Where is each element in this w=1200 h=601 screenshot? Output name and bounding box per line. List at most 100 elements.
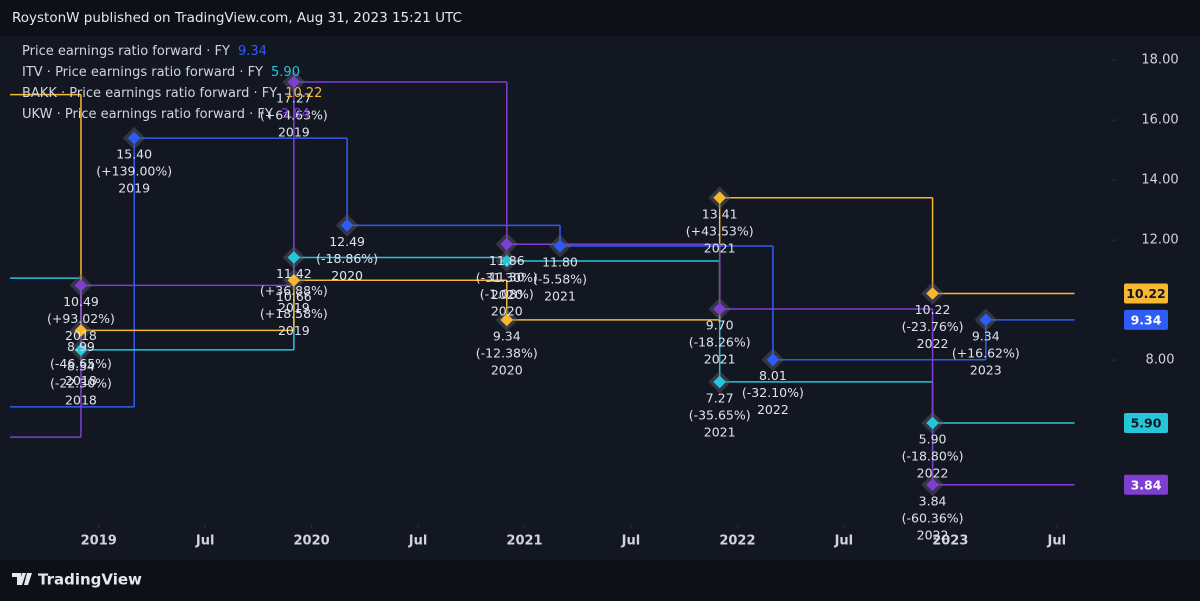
footer-bar bbox=[0, 560, 1200, 601]
point-change: (+18.58%) bbox=[260, 306, 328, 321]
x-tick-label: Jul bbox=[195, 534, 215, 549]
last-value-label: 10.22 bbox=[1126, 286, 1166, 301]
legend-entry: ITV · Price earnings ratio forward · FY 5… bbox=[22, 65, 300, 80]
y-tick-label: 18.00 bbox=[1141, 53, 1178, 68]
marker bbox=[287, 273, 301, 287]
point-fy: 2020 bbox=[491, 304, 523, 319]
marker bbox=[74, 278, 88, 292]
point-change: (-5.58%) bbox=[533, 272, 587, 287]
y-tick-label: 16.00 bbox=[1141, 113, 1178, 128]
point-change: (+43.53%) bbox=[686, 223, 754, 238]
point-change: (+64.63%) bbox=[260, 107, 328, 122]
point-change: (+139.00%) bbox=[96, 164, 172, 179]
legend-name: Price earnings ratio forward · FY bbox=[22, 44, 230, 59]
marker bbox=[500, 254, 514, 268]
point-fy: 2020 bbox=[491, 287, 523, 302]
last-value-label: 3.84 bbox=[1131, 477, 1162, 492]
point-change: (-46.65%) bbox=[50, 356, 112, 371]
point-fy: 2022 bbox=[757, 402, 789, 417]
point-value: 11.30 bbox=[489, 270, 525, 285]
point-change: (-32.10%) bbox=[742, 385, 804, 400]
x-tick-label: 2023 bbox=[932, 534, 968, 549]
point-fy: 2020 bbox=[491, 362, 523, 377]
marker bbox=[500, 313, 514, 327]
point-value: 11.42 bbox=[276, 266, 312, 281]
last-value-badge bbox=[1124, 309, 1168, 330]
plot bbox=[10, 70, 1075, 497]
marker bbox=[74, 323, 88, 337]
point-fy: 2019 bbox=[278, 124, 310, 139]
legend-value: 10.22 bbox=[285, 86, 322, 101]
legend-value: 3.84 bbox=[281, 107, 310, 122]
point-change: (-23.76%) bbox=[902, 319, 964, 334]
y-tick-label: 12.00 bbox=[1141, 233, 1178, 248]
point-value: 15.40 bbox=[116, 147, 152, 162]
point-change: (+36.88%) bbox=[260, 283, 328, 298]
point-value: 11.86 bbox=[489, 253, 525, 268]
header-bar bbox=[0, 0, 1200, 36]
last-value-badge bbox=[1124, 283, 1168, 304]
point-value: 10.22 bbox=[915, 302, 951, 317]
point-value: 12.49 bbox=[329, 234, 365, 249]
y-tick-label: 14.00 bbox=[1141, 173, 1178, 188]
point-change: (-18.80%) bbox=[902, 449, 964, 464]
point-value: 10.66 bbox=[276, 289, 312, 304]
point-fy: 2021 bbox=[704, 352, 736, 367]
point-fy: 2021 bbox=[704, 240, 736, 255]
point-fy: 2018 bbox=[65, 392, 97, 407]
marker bbox=[74, 343, 88, 357]
overlay: 2019 Jul 2020 Jul 2021 Jul 2022 Jul 2023 Jul 18.00… bbox=[22, 44, 1179, 549]
point-change: (-60.36%) bbox=[902, 510, 964, 525]
x-tick-label: Jul bbox=[1046, 534, 1066, 549]
point-fy: 2022 bbox=[917, 466, 949, 481]
point-change: (-18.26%) bbox=[689, 335, 751, 350]
x-tick-label: Jul bbox=[834, 534, 854, 549]
point-value: 17.27 bbox=[276, 90, 312, 105]
point-change: (+16.62%) bbox=[952, 345, 1020, 360]
x-tick-label: 2019 bbox=[81, 534, 117, 549]
point-fy: 2021 bbox=[544, 289, 576, 304]
last-value-badge bbox=[1124, 474, 1168, 495]
point-change: (-1.08%) bbox=[480, 287, 534, 302]
point-fy: 2020 bbox=[331, 268, 363, 283]
point-value: 13.41 bbox=[702, 206, 738, 221]
point-value: 10.49 bbox=[63, 294, 99, 309]
point-value: 8.99 bbox=[67, 339, 95, 354]
point-value: 3.84 bbox=[919, 493, 947, 508]
point-change: (+93.02%) bbox=[47, 311, 115, 326]
marker bbox=[287, 251, 301, 264]
point-fy: 2022 bbox=[917, 336, 949, 351]
x-tick-label: Jul bbox=[621, 534, 641, 549]
legend-name: ITV · Price earnings ratio forward · FY bbox=[22, 65, 263, 80]
point-fy: 2022 bbox=[917, 527, 949, 542]
point-fy: 2018 bbox=[65, 328, 97, 343]
y-tick-label: 8.00 bbox=[1146, 353, 1175, 368]
legend-entry: Price earnings ratio forward · FY 9.34 bbox=[22, 44, 267, 59]
last-value-label: 5.90 bbox=[1131, 416, 1162, 431]
brand-logo bbox=[12, 573, 32, 585]
x-tick-label: 2021 bbox=[506, 534, 542, 549]
point-value: 8.34 bbox=[67, 358, 95, 373]
point-value: 8.01 bbox=[759, 368, 787, 383]
marker bbox=[500, 237, 514, 251]
legend-name: UKW · Price earnings ratio forward · FY bbox=[22, 107, 273, 122]
legend-entry: BAKK · Price earnings ratio forward · FY… bbox=[22, 86, 322, 101]
point-change: (-35.65%) bbox=[689, 407, 751, 422]
legend-value: 5.90 bbox=[271, 65, 300, 80]
point-change: (-22.30%) bbox=[50, 375, 112, 390]
marker bbox=[340, 218, 354, 232]
legend-entry: UKW · Price earnings ratio forward · FY 3… bbox=[22, 107, 310, 122]
x-tick-label: Jul bbox=[408, 534, 428, 549]
point-change: (-31.30%) bbox=[476, 270, 538, 285]
legend-name: BAKK · Price earnings ratio forward · FY bbox=[22, 86, 277, 101]
point-value: 7.27 bbox=[706, 390, 734, 405]
legend-value: 9.34 bbox=[238, 44, 267, 59]
point-change: (-18.86%) bbox=[316, 251, 378, 266]
point-fy: 2023 bbox=[970, 362, 1002, 377]
x-tick-label: 2022 bbox=[719, 534, 755, 549]
point-value: 9.70 bbox=[706, 318, 734, 333]
point-fy: 2019 bbox=[278, 323, 310, 338]
brand-name: TradingView bbox=[38, 571, 142, 589]
